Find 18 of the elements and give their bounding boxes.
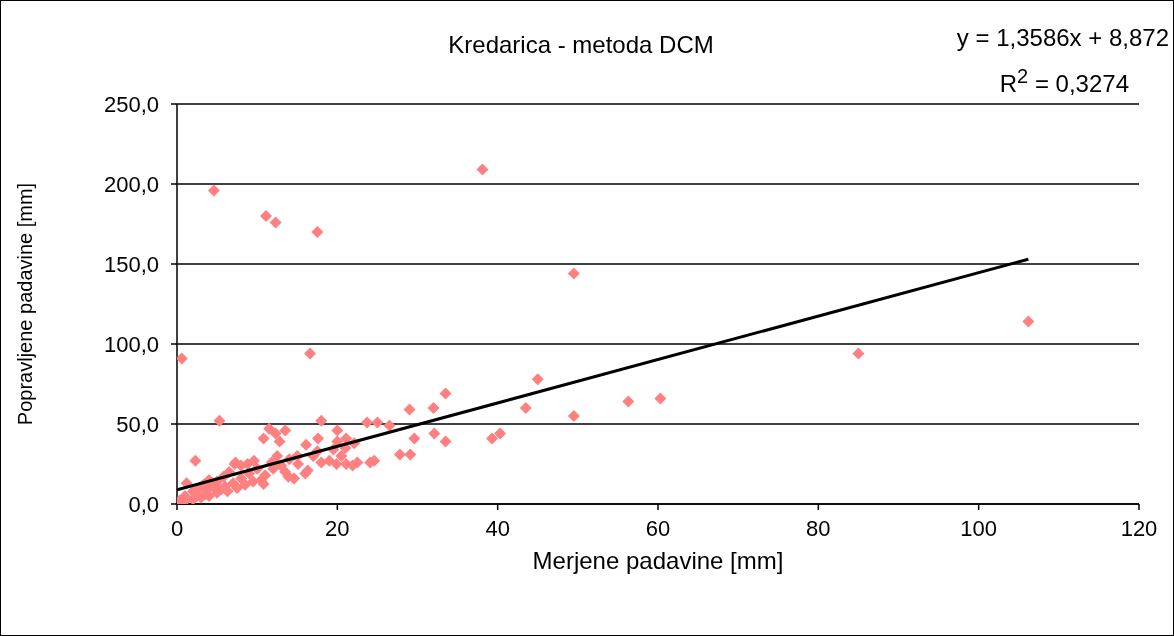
x-axis-title: Merjene padavine [mm]	[532, 547, 784, 574]
text: R$^{2}$ = 0,3274	[998, 64, 1130, 99]
x-tick-label: 80	[806, 515, 831, 541]
y-axis-title: Popravljene padavine [mm]	[14, 182, 37, 426]
y-tick-label: 50,0	[116, 411, 159, 437]
y-tick-label: 200,0	[103, 171, 159, 197]
x-tick-label: 20	[325, 515, 350, 541]
y-tick-label: 0,0	[128, 491, 159, 517]
x-tick-label: 0	[170, 515, 184, 541]
text: y = 1,3586x + 8,872	[956, 23, 1169, 53]
x-tick-label: 120	[1120, 515, 1158, 541]
x-tick-label: 40	[485, 515, 510, 541]
y-tick-label: 150,0	[103, 251, 159, 277]
y-tick-label: 250,0	[103, 91, 159, 117]
x-tick-label: 60	[645, 515, 671, 541]
chart-title: Kredarica - metoda DCM	[448, 31, 714, 58]
y-tick-label: 100,0	[103, 331, 159, 357]
x-tick-label: 100	[960, 515, 998, 541]
